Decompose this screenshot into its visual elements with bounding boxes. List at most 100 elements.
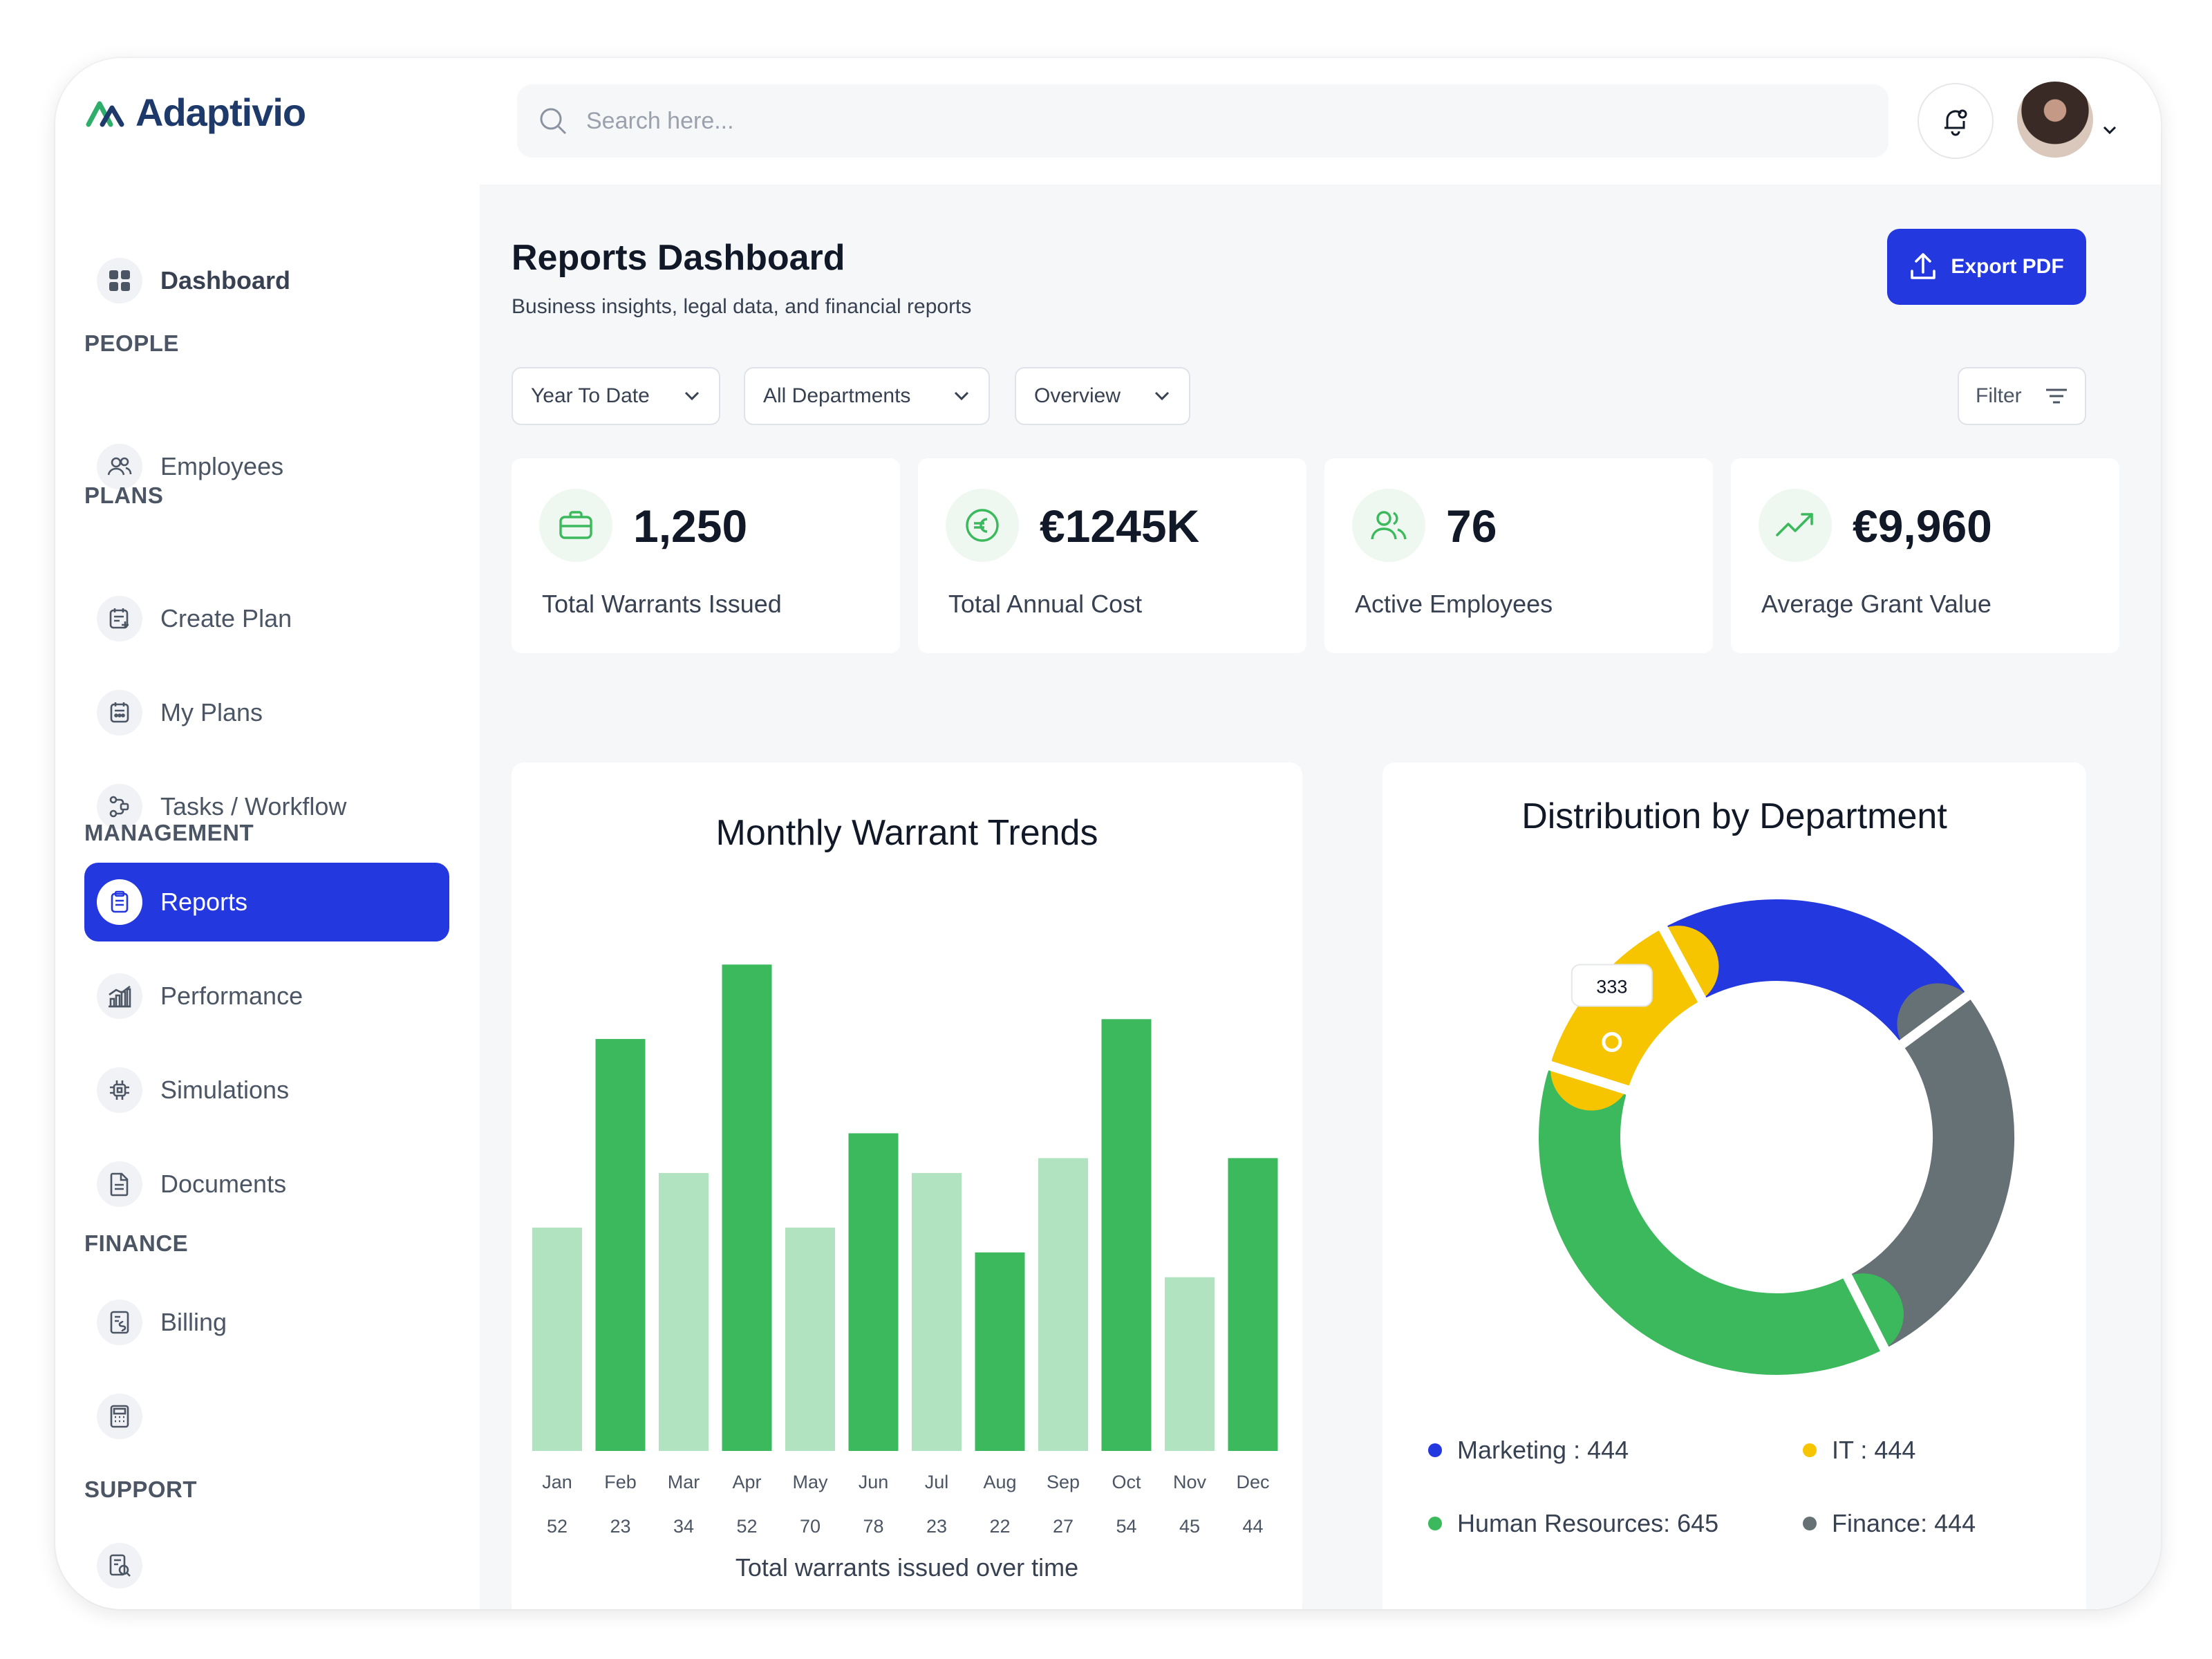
legend-item-marketing: Marketing : 444 bbox=[1428, 1436, 1629, 1465]
sidebar-item-label: Reports bbox=[160, 888, 248, 916]
avatar[interactable] bbox=[2017, 82, 2093, 158]
bar-sep[interactable] bbox=[1038, 1158, 1088, 1451]
x-tick-label: Sep bbox=[1047, 1472, 1080, 1492]
donut-slice-marketing[interactable] bbox=[1646, 899, 1973, 1057]
data-label: 44 bbox=[1242, 1516, 1263, 1537]
legend-dot bbox=[1803, 1517, 1817, 1530]
sidebar-item-knowledge-base[interactable] bbox=[84, 1526, 449, 1605]
bar-dec[interactable] bbox=[1228, 1158, 1278, 1451]
invoice-icon bbox=[97, 1300, 142, 1345]
chevron-down-icon[interactable] bbox=[2101, 124, 2118, 135]
bar-apr[interactable] bbox=[722, 964, 772, 1451]
sidebar-item-dashboard[interactable]: Dashboard bbox=[84, 241, 449, 320]
hover-marker bbox=[1602, 1032, 1622, 1052]
book-search-icon bbox=[97, 1543, 142, 1588]
sidebar-item-create-plan[interactable]: Create Plan bbox=[84, 579, 449, 658]
bar-nov[interactable] bbox=[1165, 1277, 1215, 1451]
bar-aug[interactable] bbox=[975, 1252, 1025, 1451]
donut-slice-finance[interactable] bbox=[1828, 983, 2014, 1352]
sidebar-item-billing[interactable]: Billing bbox=[84, 1283, 449, 1362]
search-bar[interactable] bbox=[517, 84, 1888, 158]
section-label-finance: FINANCE bbox=[84, 1230, 189, 1256]
main-content: Reports Dashboard Business insights, leg… bbox=[480, 185, 2161, 1609]
bar-jan[interactable] bbox=[532, 1227, 582, 1451]
data-label: 54 bbox=[1116, 1516, 1136, 1537]
legend-dot bbox=[1428, 1517, 1442, 1530]
legend-label: Finance: 444 bbox=[1832, 1509, 1976, 1537]
page-subtitle: Business insights, legal data, and finan… bbox=[512, 295, 972, 318]
department-distribution-card: Distribution by Department 333 Marketing… bbox=[1382, 762, 2086, 1609]
export-pdf-button[interactable]: Export PDF bbox=[1887, 229, 2086, 305]
period-dropdown[interactable]: Year To Date bbox=[512, 367, 720, 425]
workflow-icon bbox=[97, 784, 142, 830]
x-tick-label: Oct bbox=[1112, 1472, 1141, 1492]
brand-logo[interactable]: Adaptivio bbox=[84, 90, 306, 135]
legend-dot bbox=[1803, 1443, 1817, 1457]
slice-separator bbox=[1546, 1060, 1632, 1096]
filter-button[interactable]: Filter bbox=[1958, 367, 2086, 425]
sidebar-item-my-plans[interactable]: My Plans bbox=[84, 673, 449, 752]
bar-jul[interactable] bbox=[912, 1172, 962, 1451]
brand-name: Adaptivio bbox=[135, 91, 306, 134]
filter-lines-icon bbox=[2046, 388, 2067, 404]
sidebar-item-simulations[interactable]: Simulations bbox=[84, 1051, 449, 1130]
notifications-button[interactable] bbox=[1918, 83, 1994, 159]
stat-card-average-grant: €9,960 Average Grant Value bbox=[1731, 458, 2119, 653]
slice-separator bbox=[1657, 923, 1708, 1005]
stat-label: Active Employees bbox=[1355, 590, 1553, 618]
section-label-people: PEOPLE bbox=[84, 330, 179, 356]
bar-may[interactable] bbox=[785, 1227, 835, 1451]
bar-feb[interactable] bbox=[595, 1039, 646, 1451]
sidebar-item-label: Create Plan bbox=[160, 604, 292, 632]
document-icon bbox=[97, 1161, 142, 1207]
slice-separator bbox=[1897, 990, 1973, 1050]
legend-dot bbox=[1428, 1443, 1442, 1457]
donut-slice-human-resources[interactable] bbox=[1539, 1045, 1904, 1375]
department-dropdown[interactable]: All Departments bbox=[744, 367, 990, 425]
sidebar-item-employees[interactable]: Employees bbox=[84, 427, 449, 506]
sidebar-item-label: Dashboard bbox=[160, 266, 291, 294]
data-label: 45 bbox=[1179, 1516, 1200, 1537]
page-title: Reports Dashboard bbox=[512, 238, 845, 278]
bar-oct[interactable] bbox=[1101, 1019, 1152, 1451]
monthly-trends-card: Monthly Warrant Trends Jan 52 Feb 23 Mar 34 Ap… bbox=[512, 762, 1302, 1609]
sidebar-item-documents[interactable]: Documents bbox=[84, 1145, 449, 1224]
stat-label: Total Annual Cost bbox=[948, 590, 1143, 618]
bar-jun[interactable] bbox=[848, 1133, 899, 1451]
data-label: 34 bbox=[673, 1516, 694, 1537]
upload-icon bbox=[1911, 253, 1936, 279]
euro-icon bbox=[946, 489, 1019, 562]
period-value: Year To Date bbox=[531, 384, 650, 407]
chevron-down-icon bbox=[684, 391, 700, 401]
section-label-support: SUPPORT bbox=[84, 1477, 198, 1502]
clipboard-icon bbox=[97, 879, 142, 925]
sidebar-item-tasks-workflow[interactable]: Tasks / Workflow bbox=[84, 767, 449, 846]
view-dropdown[interactable]: Overview bbox=[1015, 367, 1190, 425]
sidebar-item-label: Employees bbox=[160, 452, 284, 480]
legend-label: Human Resources: 645 bbox=[1457, 1509, 1719, 1537]
chevron-down-icon bbox=[954, 391, 969, 401]
x-tick-label: Mar bbox=[668, 1472, 700, 1492]
filter-label: Filter bbox=[1976, 384, 2022, 407]
chart-title: Monthly Warrant Trends bbox=[715, 813, 1098, 853]
x-tick-label: Jun bbox=[859, 1472, 889, 1492]
sidebar-item-cost-calculator[interactable] bbox=[84, 1377, 449, 1456]
data-label: 23 bbox=[926, 1516, 947, 1537]
users-icon bbox=[97, 444, 142, 489]
x-tick-label: Apr bbox=[732, 1472, 761, 1492]
sidebar-item-reports[interactable]: Reports bbox=[84, 863, 449, 941]
search-input[interactable] bbox=[586, 107, 1830, 135]
tooltip-box bbox=[1571, 964, 1653, 1007]
sidebar-item-performance[interactable]: Performance bbox=[84, 957, 449, 1035]
slice-tooltip: 333 bbox=[1571, 964, 1653, 1007]
bar-mar[interactable] bbox=[659, 1172, 709, 1451]
trend-up-icon bbox=[1759, 489, 1832, 562]
x-tick-label: Feb bbox=[604, 1472, 637, 1492]
stat-label: Average Grant Value bbox=[1761, 590, 1991, 618]
chevron-down-icon bbox=[1154, 391, 1170, 401]
donut-slice-it[interactable] bbox=[1550, 926, 1719, 1111]
sidebar-item-label: Documents bbox=[160, 1170, 287, 1198]
legend-item-human-resources: Human Resources: 645 bbox=[1428, 1509, 1718, 1538]
x-tick-label: May bbox=[792, 1472, 828, 1492]
section-label-management: MANAGEMENT bbox=[84, 820, 254, 845]
